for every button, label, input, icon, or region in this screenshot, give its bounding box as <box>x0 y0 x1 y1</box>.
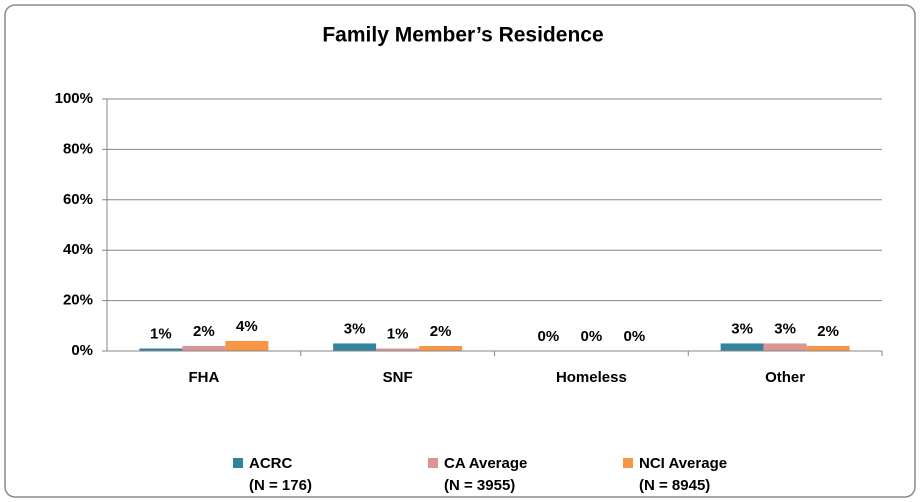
x-tick-label: Other <box>765 369 805 386</box>
value-label: 3% <box>731 320 753 337</box>
legend-swatch <box>623 458 633 468</box>
value-label: 4% <box>236 318 258 335</box>
legend-label: CA Average <box>444 455 527 472</box>
value-label: 0% <box>538 328 560 345</box>
x-tick-label: Homeless <box>556 369 627 386</box>
value-label: 1% <box>150 325 172 342</box>
x-tick-label: FHA <box>188 369 219 386</box>
value-label: 2% <box>430 323 452 340</box>
y-tick-label: 0% <box>71 342 93 359</box>
y-tick-label: 80% <box>63 140 93 157</box>
bar <box>182 345 226 351</box>
legend-note: (N = 8945) <box>639 477 710 494</box>
chart-title: Family Member’s Residence <box>322 24 603 47</box>
bar <box>376 348 420 351</box>
value-label: 2% <box>193 323 215 340</box>
value-label: 3% <box>344 320 366 337</box>
value-label: 0% <box>581 328 603 345</box>
x-tick-label: SNF <box>383 369 413 386</box>
value-label: 3% <box>774 320 796 337</box>
value-label: 1% <box>387 325 409 342</box>
legend-swatch <box>428 458 438 468</box>
legend-swatch <box>233 458 243 468</box>
y-tick-label: 60% <box>63 191 93 208</box>
value-label: 0% <box>624 328 646 345</box>
legend-note: (N = 176) <box>249 477 312 494</box>
bar <box>139 348 183 351</box>
value-label: 2% <box>817 323 839 340</box>
legend-note: (N = 3955) <box>444 477 515 494</box>
bar <box>763 343 807 351</box>
bar <box>720 343 764 351</box>
bar <box>806 345 850 351</box>
bar <box>225 340 269 351</box>
y-tick-label: 20% <box>63 292 93 309</box>
chart-frame <box>4 4 916 498</box>
legend-label: ACRC <box>249 455 292 472</box>
bar <box>419 345 463 351</box>
y-tick-label: 100% <box>55 90 93 107</box>
legend-label: NCI Average <box>639 455 727 472</box>
bar <box>333 343 377 351</box>
y-tick-label: 40% <box>63 241 93 258</box>
